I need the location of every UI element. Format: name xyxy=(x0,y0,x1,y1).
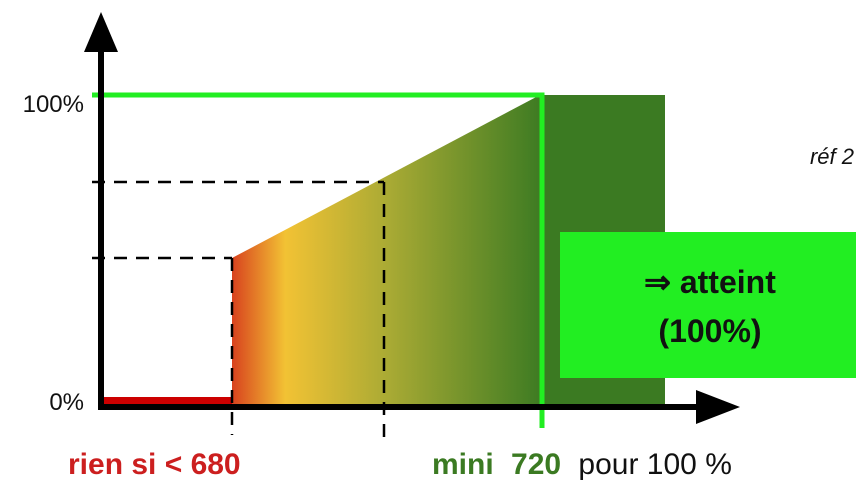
callout-box xyxy=(560,232,856,378)
minimum-label: mini 720 pour 100 % xyxy=(432,448,732,480)
score-ramp-area xyxy=(232,95,540,407)
threshold-label: rien si < 680 xyxy=(68,448,241,480)
full-score-line xyxy=(92,92,545,428)
callout-line-1: ⇒ atteint xyxy=(644,264,776,300)
dashed-guides xyxy=(92,180,386,440)
callout-line-2: (100%) xyxy=(658,313,761,349)
y-axis-label-0: 0% xyxy=(49,389,84,416)
zero-score-segment xyxy=(104,397,232,405)
axes xyxy=(84,12,740,424)
y-axis-label-100: 100% xyxy=(23,91,84,118)
y-axis-arrow xyxy=(84,12,118,52)
minimum-prefix: mini xyxy=(432,448,494,480)
reference-label: réf 2 xyxy=(810,144,854,169)
x-axis-arrow xyxy=(696,390,740,424)
minimum-value: 720 xyxy=(511,448,561,480)
minimum-suffix: pour 100 % xyxy=(578,448,731,480)
